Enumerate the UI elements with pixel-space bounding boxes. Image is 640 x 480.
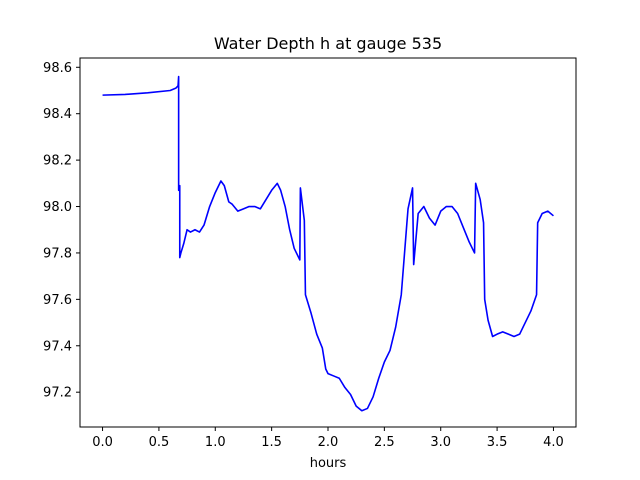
- y-tick-label: 97.4: [43, 339, 72, 354]
- x-tick-label: 0.0: [92, 435, 113, 450]
- chart-title: Water Depth h at gauge 535: [214, 34, 442, 53]
- y-tick-label: 98.0: [43, 200, 72, 215]
- y-tick-label: 97.6: [43, 293, 72, 308]
- series-line-0: [102, 75, 554, 412]
- x-tick-label: 2.0: [318, 435, 339, 450]
- y-tick-label: 98.6: [43, 61, 72, 76]
- y-tick-label: 98.4: [43, 107, 72, 122]
- x-tick-label: 4.0: [543, 435, 564, 450]
- x-tick-label: 1.0: [205, 435, 226, 450]
- x-tick-label: 0.5: [149, 435, 170, 450]
- x-tick-label: 3.5: [487, 435, 508, 450]
- y-tick-label: 98.2: [43, 154, 72, 169]
- y-axis-ticks: 97.2 97.4 97.6 97.8 98.0 98.2 98.4 98.6: [43, 61, 80, 401]
- y-tick-label: 97.8: [43, 246, 72, 261]
- x-axis-label: hours: [310, 456, 347, 471]
- x-tick-label: 2.5: [374, 435, 395, 450]
- x-tick-label: 1.5: [261, 435, 282, 450]
- series-layer: [102, 75, 554, 412]
- x-tick-label: 3.0: [430, 435, 451, 450]
- y-tick-label: 97.2: [43, 386, 72, 401]
- x-axis-ticks: 0.0 0.5 1.0 1.5 2.0 2.5 3.0 3.5 4.0: [92, 427, 564, 450]
